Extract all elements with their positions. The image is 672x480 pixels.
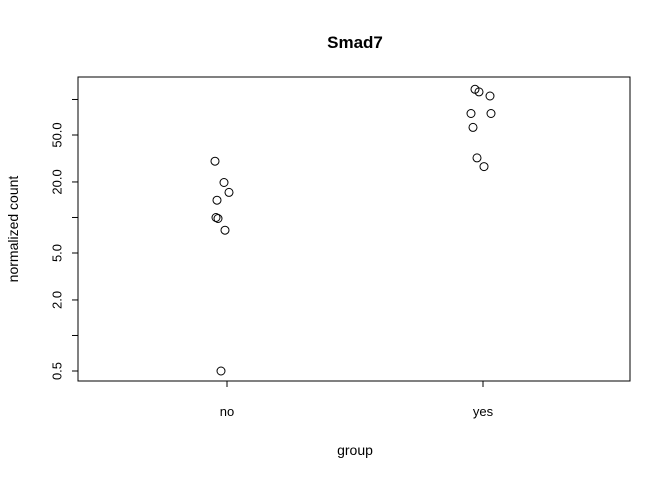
data-point xyxy=(485,91,495,101)
data-point xyxy=(216,366,226,376)
data-point xyxy=(211,213,221,222)
data-point xyxy=(210,156,220,166)
data-point xyxy=(472,153,482,163)
chart-title: Smad7 xyxy=(327,33,383,52)
data-point xyxy=(486,109,496,118)
data-point xyxy=(224,187,234,197)
x-ticks: no yes xyxy=(220,381,494,419)
y-tick-label: 50.0 xyxy=(49,122,64,147)
x-tick-label: no xyxy=(220,404,234,419)
data-point xyxy=(212,195,222,205)
data-point xyxy=(219,178,229,187)
y-tick-label: 5.0 xyxy=(49,244,64,262)
data-point xyxy=(479,162,489,172)
y-tick-label: 20.0 xyxy=(49,169,64,194)
data-point xyxy=(213,214,223,223)
x-tick-label: yes xyxy=(473,404,494,419)
x-axis-label: group xyxy=(337,442,373,458)
data-point xyxy=(220,225,230,235)
data-points xyxy=(210,84,496,376)
plot-frame xyxy=(77,76,631,382)
y-axis-label: normalized count xyxy=(5,176,21,283)
data-point xyxy=(468,122,478,132)
y-tick-label: 0.5 xyxy=(49,362,64,380)
y-tick-label: 2.0 xyxy=(49,291,64,309)
y-ticks: 0.5 2.0 5.0 20.0 50.0 xyxy=(49,98,78,380)
data-point xyxy=(474,87,484,97)
data-point xyxy=(466,109,476,118)
